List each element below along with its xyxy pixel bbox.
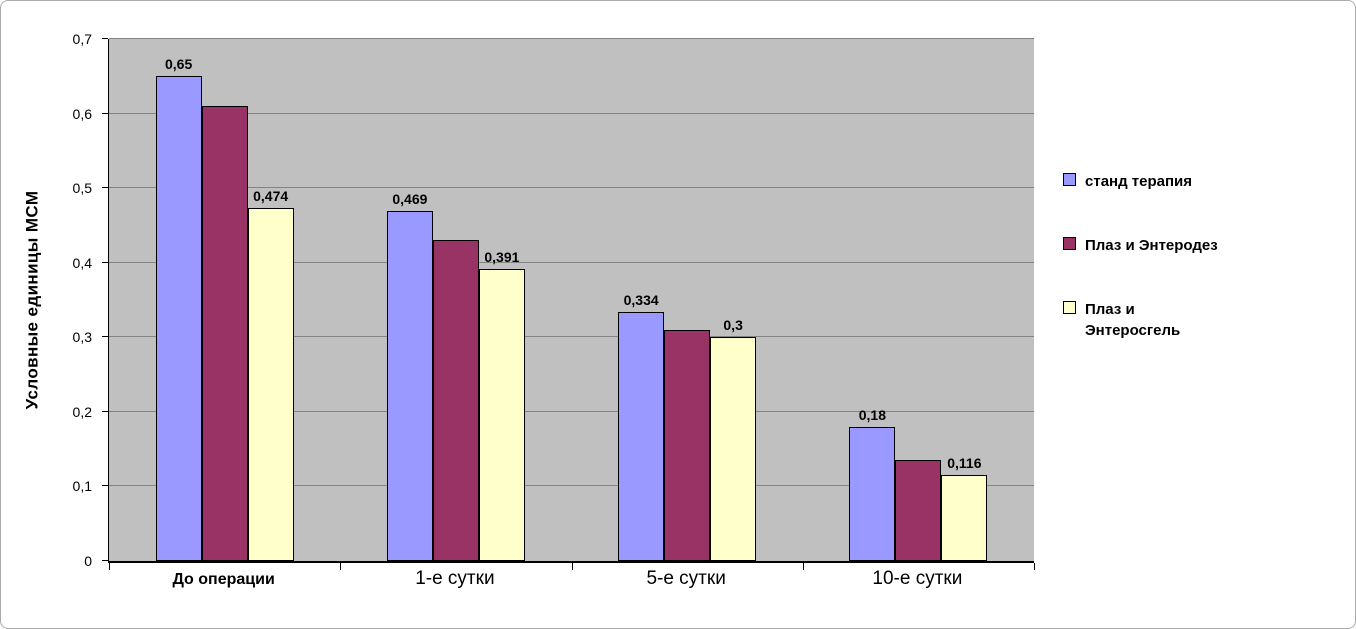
y-tick-label: 0,5 [72,180,92,197]
y-tick-label: 0,6 [72,105,92,122]
bar-group: 0,65 0,474 [109,39,340,561]
bar-series-2: 0,3 [710,317,757,561]
y-tick-label: 0,7 [72,31,92,47]
gridline [109,38,1034,39]
x-tick-mark [802,563,804,570]
y-axis: 0 0,1 0,2 0,3 0,4 0,5 0,6 0,7 [1,31,100,569]
x-category-label: До операции [172,571,275,588]
x-tick-mark [340,563,342,570]
legend-label: Плаз и Энтеросгель [1085,300,1181,340]
gridline [109,410,1034,412]
y-tick-mark [102,336,108,338]
bar-value-label: 0,474 [253,187,289,204]
y-tick-mark [102,261,108,263]
bar-value-label: 0,334 [623,291,659,308]
gridline [109,485,1034,487]
gridline [109,261,1034,263]
plot-area: 0,65 0,474 0,469 0,391 0,334 0,3 0,18 0,116 [102,38,1035,570]
y-tick-mark [102,410,108,412]
y-tick-label: 0,2 [72,403,92,420]
legend-label: Плаз и Энтеродез [1085,236,1218,254]
x-category-label: 10-е сутки [872,568,963,589]
bar-groups: 0,65 0,474 0,469 0,391 0,334 0,3 0,18 0,116 [109,39,1034,561]
y-tick-mark [102,485,108,487]
bar-group: 0,18 0,116 [803,39,1034,561]
y-tick-label: 0 [84,553,92,569]
y-tick-label: 0,1 [72,478,92,495]
gridline [109,336,1034,338]
bar-value-label: 0,65 [165,56,193,73]
x-tick-mark [1034,563,1035,570]
bar-series-0: 0,65 [155,56,202,561]
y-tick-mark [102,560,108,561]
bar-series-2: 0,116 [941,455,988,561]
gridline [109,112,1034,114]
bar-series-1 [895,460,942,561]
gridline [109,187,1034,189]
x-axis: До операции 1-е сутки 5-е сутки 10-е сутки [108,568,1033,590]
y-tick-label: 0,3 [72,329,92,346]
bar-value-label: 0,18 [858,406,886,423]
bar-series-2: 0,391 [478,249,525,561]
legend-swatch [1063,236,1076,250]
bar-series-0: 0,469 [386,191,433,561]
legend-swatch [1063,173,1076,186]
bar-series-0: 0,334 [618,292,665,561]
bar-group: 0,334 0,3 [572,39,803,561]
x-tick-mark [109,563,110,570]
bar-series-2: 0,474 [247,188,294,561]
y-tick-mark [102,38,108,39]
bar-series-0: 0,18 [849,407,896,561]
y-tick-label: 0,4 [72,254,92,271]
y-tick-mark [102,187,108,189]
bar-value-label: 0,391 [484,249,520,266]
legend-swatch [1063,300,1076,314]
x-category-label: 5-е сутки [646,568,726,589]
bar-series-1 [664,329,711,561]
legend: станд терапия Плаз и Энтеродез Плаз и Энте… [1063,171,1218,384]
legend-item: Плаз и Энтеросгель [1063,299,1218,343]
x-tick-mark [571,563,573,570]
legend-item: Плаз и Энтеродез [1063,235,1218,257]
x-category-label: 1-е сутки [415,568,495,589]
bar-series-1 [201,106,248,561]
y-tick-mark [102,112,108,114]
bar-value-label: 0,116 [947,454,982,471]
bar-group: 0,469 0,391 [340,39,571,561]
legend-label: станд терапия [1085,173,1193,190]
bar-value-label: 0,3 [723,317,743,334]
legend-item: станд терапия [1063,171,1218,193]
bar-series-1 [432,240,479,561]
bar-value-label: 0,469 [392,191,428,208]
